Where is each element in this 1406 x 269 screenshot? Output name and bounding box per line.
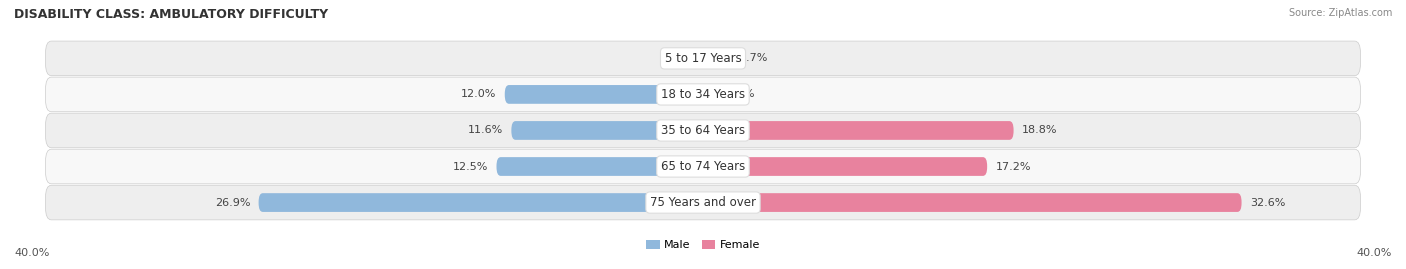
Text: 65 to 74 Years: 65 to 74 Years [661,160,745,173]
FancyBboxPatch shape [45,41,1361,76]
FancyBboxPatch shape [45,185,1361,220]
Text: 5 to 17 Years: 5 to 17 Years [665,52,741,65]
FancyBboxPatch shape [496,157,703,176]
Text: 12.5%: 12.5% [453,161,488,172]
FancyBboxPatch shape [703,121,1014,140]
FancyBboxPatch shape [703,193,1241,212]
Text: 1.7%: 1.7% [740,53,768,63]
Text: DISABILITY CLASS: AMBULATORY DIFFICULTY: DISABILITY CLASS: AMBULATORY DIFFICULTY [14,8,328,21]
Text: 17.2%: 17.2% [995,161,1031,172]
Text: 32.6%: 32.6% [1250,197,1285,208]
FancyBboxPatch shape [45,113,1361,148]
FancyBboxPatch shape [703,85,711,104]
FancyBboxPatch shape [703,49,731,68]
Text: 75 Years and over: 75 Years and over [650,196,756,209]
FancyBboxPatch shape [45,149,1361,184]
Text: 40.0%: 40.0% [14,248,49,258]
Text: 18.8%: 18.8% [1022,125,1057,136]
FancyBboxPatch shape [703,157,987,176]
FancyBboxPatch shape [259,193,703,212]
Text: 11.6%: 11.6% [468,125,503,136]
Text: 40.0%: 40.0% [1357,248,1392,258]
Legend: Male, Female: Male, Female [641,235,765,255]
Text: 12.0%: 12.0% [461,89,496,100]
FancyBboxPatch shape [505,85,703,104]
Text: Source: ZipAtlas.com: Source: ZipAtlas.com [1288,8,1392,18]
Text: 35 to 64 Years: 35 to 64 Years [661,124,745,137]
Text: 0.0%: 0.0% [666,53,695,63]
Text: 26.9%: 26.9% [215,197,250,208]
FancyBboxPatch shape [512,121,703,140]
Text: 0.48%: 0.48% [720,89,755,100]
FancyBboxPatch shape [45,77,1361,112]
Text: 18 to 34 Years: 18 to 34 Years [661,88,745,101]
